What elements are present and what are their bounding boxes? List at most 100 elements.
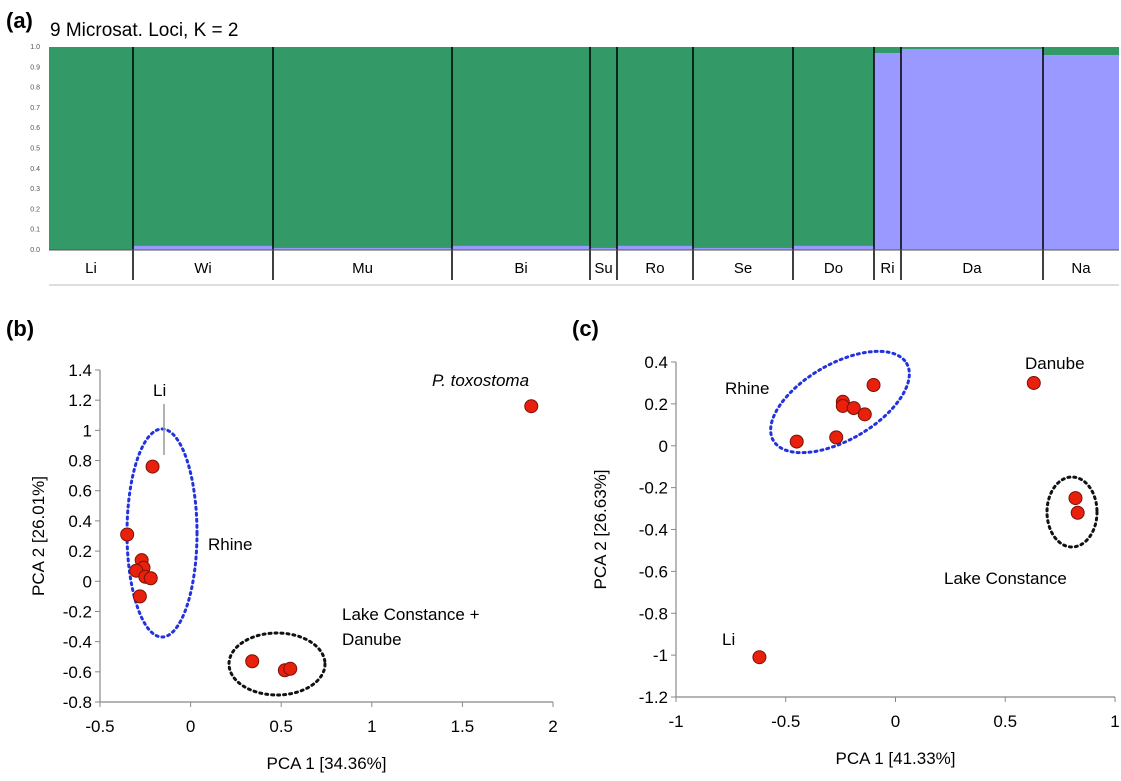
y-tick-label: 0.5 — [30, 146, 40, 153]
y-tick-label: 0.4 — [30, 166, 40, 173]
population-label: Do — [824, 260, 843, 277]
population-label: Wi — [194, 260, 212, 277]
y-tick-label: 0.7 — [30, 105, 40, 112]
annotation-li: Li — [153, 381, 166, 400]
population-label: Bi — [514, 260, 527, 277]
pca-plot-c: -1.2-1-0.8-0.6-0.4-0.200.20.4-1 -0.5 0 0.5 1… — [591, 349, 1120, 768]
y-tick-label: -1 — [653, 646, 668, 665]
x-axis-title: PCA 1 [34.36%] — [266, 754, 386, 773]
data-point — [829, 430, 844, 445]
data-point — [145, 459, 160, 474]
x-tick-label: 0 — [891, 712, 900, 731]
panel-label-b: (b) — [6, 316, 34, 341]
y-tick-label: 1.4 — [68, 361, 92, 380]
data-point — [1068, 491, 1083, 506]
y-tick-label: 0 — [659, 437, 668, 456]
y-tick-label: -0.6 — [63, 663, 92, 682]
x-tick-label: -0.5 — [771, 712, 800, 731]
bar-cluster1-wi — [133, 47, 273, 246]
bar-cluster1-ri — [874, 47, 901, 54]
data-point — [846, 401, 861, 416]
rhine-cluster-ellipse — [125, 427, 199, 639]
data-point — [143, 571, 158, 586]
bar-cluster1-na — [1043, 47, 1119, 56]
bar-cluster2-wi — [133, 245, 273, 250]
y-tick-label: -0.4 — [639, 521, 668, 540]
y-tick-label: -0.2 — [63, 602, 92, 621]
bar-cluster1-li — [49, 47, 133, 250]
x-tick-label: 1.5 — [451, 717, 475, 736]
panel-label-a: (a) — [6, 8, 33, 33]
bar-cluster1-do — [793, 47, 874, 246]
x-tick-label: 0 — [186, 717, 195, 736]
annotation-danube: Danube — [1025, 354, 1085, 373]
structure-plot: 0.0 0.1 0.2 0.3 0.4 0.5 0.6 0.7 0.8 0.9 1.0 Li Wi Mu B… — [30, 44, 1119, 286]
x-tick-label: 1 — [367, 717, 376, 736]
y-tick-label: 0.1 — [30, 227, 40, 234]
y-tick-label: 0.2 — [30, 206, 40, 213]
y-tick-label: 0.8 — [68, 452, 92, 471]
data-point — [283, 661, 298, 676]
rhine-cluster-ellipse — [769, 349, 911, 455]
data-point — [752, 650, 767, 665]
y-tick-label: 0.2 — [644, 395, 668, 414]
population-label: Da — [962, 260, 982, 277]
data-point — [132, 589, 147, 604]
population-label: Se — [734, 260, 752, 277]
y-tick-label: 0.4 — [68, 512, 92, 531]
y-tick-label: -0.6 — [639, 562, 668, 581]
bar-cluster1-mu — [273, 47, 452, 248]
bar-cluster2-mu — [273, 247, 452, 250]
y-tick-label: -0.8 — [63, 693, 92, 712]
y-tick-label: 0.4 — [644, 353, 668, 372]
population-label: Mu — [352, 260, 373, 277]
data-point — [1026, 375, 1041, 390]
panel-label-c: (c) — [572, 316, 599, 341]
population-label: Ro — [645, 260, 664, 277]
data-point — [120, 527, 135, 542]
y-tick-label: 1.2 — [68, 391, 92, 410]
population-label: Su — [594, 260, 612, 277]
y-tick-label: 0.8 — [30, 85, 40, 92]
x-tick-label: -0.5 — [85, 717, 114, 736]
bar-cluster2-bi — [452, 245, 590, 250]
y-tick-label: 0.0 — [30, 247, 40, 254]
bar-cluster2-se — [693, 247, 793, 250]
y-axis-title: PCA 2 [26.01%] — [29, 476, 48, 596]
y-tick-label: 1 — [83, 421, 92, 440]
annotation-li: Li — [722, 630, 735, 649]
annotation-p-toxostoma: P. toxostoma — [432, 371, 529, 390]
population-label: Ri — [880, 260, 894, 277]
data-point — [789, 434, 804, 449]
y-tick-label: -0.2 — [639, 479, 668, 498]
data-point — [524, 399, 539, 414]
x-axis-title: PCA 1 [41.33%] — [835, 749, 955, 768]
y-tick-label: 0.6 — [30, 125, 40, 132]
x-tick-label: 2 — [548, 717, 557, 736]
annotation-lake-constance: Lake Constance — [944, 569, 1067, 588]
bar-cluster1-bi — [452, 47, 590, 246]
annotation-danube: Danube — [342, 630, 402, 649]
lake-cluster-ellipse — [227, 631, 327, 697]
bar-cluster2-ri — [874, 53, 901, 251]
y-tick-label: 0.9 — [30, 64, 40, 71]
annotation-lake-constance: Lake Constance + — [342, 605, 480, 624]
x-tick-label: -1 — [668, 712, 683, 731]
population-label: Na — [1071, 260, 1091, 277]
pca-plot-b: -0.8 -0.6 -0.4 -0.2 0 0.2 0.4 0.6 0.8 1 1.2 1.4 -0.5… — [29, 361, 558, 773]
y-tick-label: -0.8 — [639, 604, 668, 623]
bar-cluster1-se — [693, 47, 793, 248]
x-tick-label: 0.5 — [269, 717, 293, 736]
bar-cluster2-ro — [617, 245, 693, 250]
bar-cluster1-su — [590, 47, 617, 248]
y-tick-label: -0.4 — [63, 633, 92, 652]
x-tick-label: 1 — [1110, 712, 1119, 731]
y-tick-label: 1.0 — [30, 44, 40, 51]
annotation-rhine: Rhine — [208, 535, 252, 554]
data-point — [245, 654, 260, 669]
bar-cluster2-na — [1043, 55, 1119, 251]
data-point — [866, 378, 881, 393]
y-tick-label: 0.3 — [30, 186, 40, 193]
bar-cluster1-da — [901, 47, 1043, 50]
